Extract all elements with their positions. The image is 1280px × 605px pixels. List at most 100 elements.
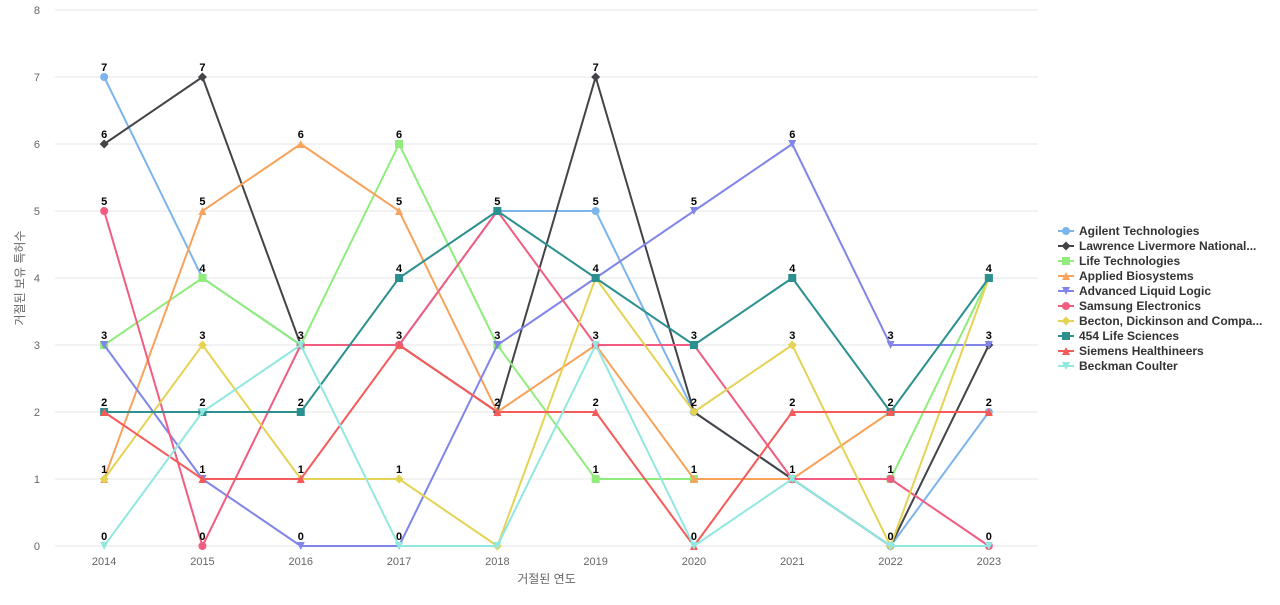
legend-item: Life Technologies bbox=[1058, 254, 1180, 268]
data-label: 7 bbox=[199, 62, 205, 74]
legend-item: Siemens Healthineers bbox=[1058, 344, 1204, 358]
data-label: 1 bbox=[593, 464, 599, 476]
data-label: 2 bbox=[887, 397, 893, 409]
legend-label: Advanced Liquid Logic bbox=[1079, 284, 1211, 298]
data-label: 7 bbox=[101, 62, 107, 74]
legend-marker bbox=[1062, 347, 1070, 355]
data-label: 1 bbox=[101, 464, 107, 476]
data-point bbox=[689, 341, 698, 349]
data-point bbox=[689, 542, 698, 550]
data-point bbox=[493, 542, 502, 550]
series-line bbox=[104, 210, 990, 413]
data-label: 1 bbox=[396, 464, 402, 476]
data-label: 1 bbox=[887, 464, 893, 476]
data-point bbox=[984, 542, 993, 550]
legend-marker bbox=[1061, 241, 1071, 251]
y-tick-label: 1 bbox=[34, 474, 40, 486]
data-label: 2 bbox=[298, 397, 304, 409]
series-line bbox=[103, 210, 990, 547]
data-label: 0 bbox=[199, 531, 205, 543]
data-label: 3 bbox=[396, 330, 402, 342]
data-point bbox=[788, 408, 797, 416]
series-line bbox=[103, 143, 989, 547]
y-tick-label: 5 bbox=[34, 206, 40, 218]
legend-label: Siemens Healthineers bbox=[1079, 344, 1204, 358]
x-tick-label: 2018 bbox=[485, 556, 509, 568]
data-label: 5 bbox=[691, 196, 697, 208]
data-label: 0 bbox=[986, 531, 992, 543]
data-point bbox=[296, 542, 305, 550]
y-tick-label: 2 bbox=[34, 407, 40, 419]
data-label: 5 bbox=[199, 196, 205, 208]
data-label-layer: 7 6 5 3 2 1 0 7 5 4 3 2 1 0 6 3 2 1 0 6 5 4 3 1 0 5 3 2 7 5 4 3 2 1 5 3 2 1 0 6… bbox=[101, 62, 993, 543]
data-label: 0 bbox=[298, 531, 304, 543]
data-point bbox=[296, 140, 305, 148]
data-point bbox=[886, 341, 895, 349]
x-tick-label: 2015 bbox=[190, 556, 214, 568]
data-label: 4 bbox=[593, 263, 600, 275]
data-point bbox=[198, 408, 207, 416]
y-tick-label: 6 bbox=[34, 139, 40, 151]
data-label: 2 bbox=[593, 397, 599, 409]
data-point bbox=[591, 72, 601, 82]
data-point bbox=[788, 475, 797, 483]
data-label: 3 bbox=[199, 330, 205, 342]
legend-marker bbox=[1062, 227, 1070, 235]
data-label: 3 bbox=[298, 330, 304, 342]
y-tick-label: 0 bbox=[34, 541, 40, 553]
data-label: 3 bbox=[101, 330, 107, 342]
data-point bbox=[886, 542, 895, 550]
data-point bbox=[591, 475, 600, 483]
data-label: 1 bbox=[199, 464, 205, 476]
data-point bbox=[198, 475, 207, 483]
data-label: 3 bbox=[789, 330, 795, 342]
data-point bbox=[984, 274, 993, 282]
data-point bbox=[296, 408, 305, 416]
data-point bbox=[395, 140, 404, 148]
legend-marker bbox=[1062, 257, 1070, 265]
legend-label: Lawrence Livermore National... bbox=[1079, 239, 1256, 253]
legend-marker bbox=[1062, 302, 1070, 310]
y-tick-label: 4 bbox=[34, 273, 40, 285]
y-tick-label: 8 bbox=[34, 5, 40, 17]
data-label: 5 bbox=[494, 196, 500, 208]
x-tick-label: 2023 bbox=[977, 556, 1001, 568]
data-point bbox=[100, 207, 109, 215]
legend-label: 454 Life Sciences bbox=[1079, 329, 1179, 343]
data-label: 1 bbox=[691, 464, 697, 476]
series-siemens-healthineers bbox=[100, 341, 993, 550]
data-label: 4 bbox=[789, 263, 796, 275]
data-label: 2 bbox=[986, 397, 992, 409]
data-point bbox=[296, 475, 305, 483]
data-label: 0 bbox=[691, 531, 697, 543]
data-label: 5 bbox=[101, 196, 107, 208]
x-tick-label: 2019 bbox=[583, 556, 607, 568]
data-point bbox=[197, 72, 207, 82]
data-label: 5 bbox=[396, 196, 402, 208]
series-line bbox=[103, 344, 989, 547]
data-point bbox=[689, 475, 698, 483]
data-point bbox=[198, 274, 207, 282]
y-axis-title: 거절된 보유 특허수 bbox=[13, 231, 27, 326]
data-point bbox=[100, 73, 109, 81]
legend-marker bbox=[1062, 287, 1070, 295]
legend-marker bbox=[1062, 332, 1070, 340]
data-point bbox=[198, 207, 207, 215]
series-beckman-coulter bbox=[100, 341, 993, 550]
data-label: 2 bbox=[691, 397, 697, 409]
data-label: 4 bbox=[986, 263, 993, 275]
legend-item: Agilent Technologies bbox=[1058, 224, 1200, 238]
data-point bbox=[197, 340, 207, 350]
data-point bbox=[99, 474, 109, 484]
x-tick-label: 2014 bbox=[92, 556, 116, 568]
series-layer bbox=[99, 72, 994, 551]
data-label: 2 bbox=[789, 397, 795, 409]
data-point bbox=[100, 542, 109, 550]
data-label: 3 bbox=[887, 330, 893, 342]
legend-item: 454 Life Sciences bbox=[1058, 329, 1179, 343]
data-point bbox=[493, 408, 502, 416]
x-tick-label: 2022 bbox=[878, 556, 902, 568]
